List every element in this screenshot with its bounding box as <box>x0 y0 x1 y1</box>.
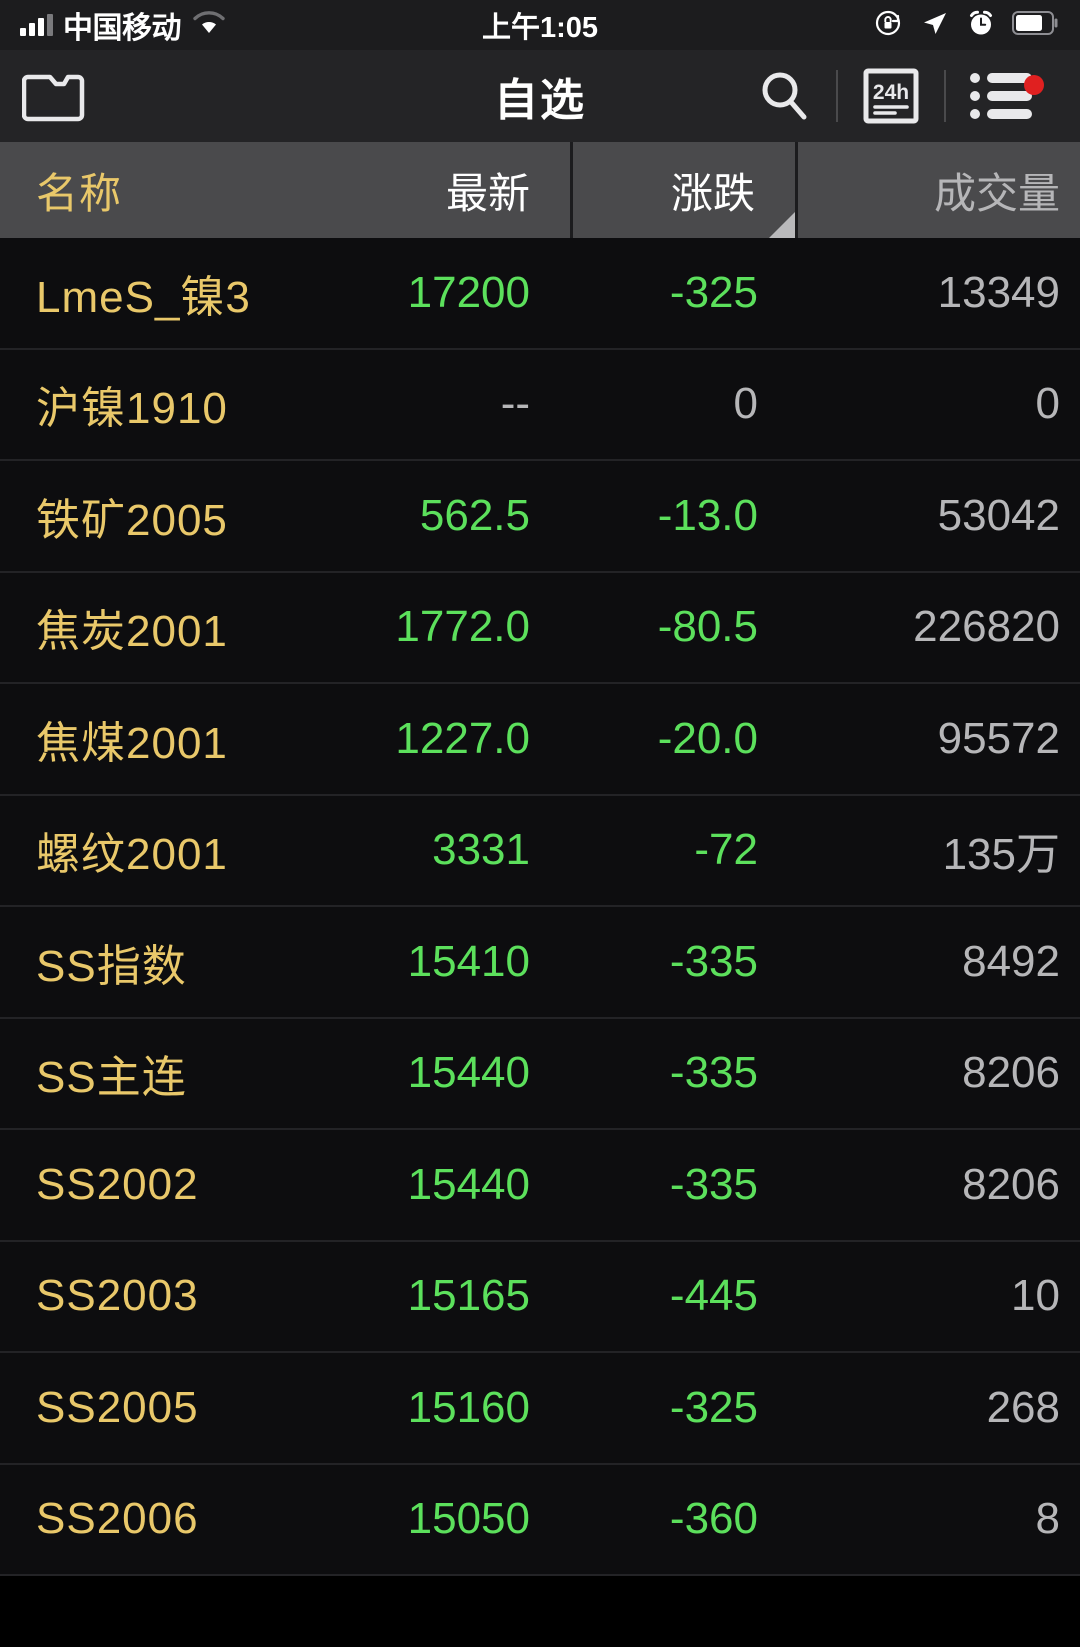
cell-name: 沪镍1910 <box>36 384 228 434</box>
cell-last: 562.5 <box>419 490 530 540</box>
cell-last: 15440 <box>407 1159 530 1209</box>
cell-name: SS指数 <box>36 941 187 991</box>
cell-change: -72 <box>694 825 758 875</box>
cell-volume: 268 <box>986 1382 1060 1432</box>
cell-volume: 0 <box>1035 379 1060 429</box>
cell-volume: 8206 <box>962 1159 1060 1209</box>
cell-name: SS2002 <box>36 1159 199 1209</box>
cell-volume: 95572 <box>937 713 1060 763</box>
signal-bars-icon <box>20 14 53 36</box>
notification-badge <box>1024 75 1044 95</box>
cell-change: -325 <box>669 1382 758 1432</box>
status-bar-left: 中国移动 <box>20 3 227 47</box>
news-24h-icon[interactable]: 24h <box>838 66 944 126</box>
column-header-change-label: 涨跌 <box>670 169 755 217</box>
table-row[interactable]: 铁矿2005 562.5 -13.0 53042 <box>0 461 1080 573</box>
cell-last: 1772.0 <box>395 602 530 652</box>
cell-change: -335 <box>669 1159 758 1209</box>
table-row[interactable]: SS2005 15160 -325 268 <box>0 1353 1080 1465</box>
cell-name: SS2003 <box>36 1271 199 1321</box>
cell-last: 15050 <box>407 1494 530 1544</box>
table-row[interactable]: SS2002 15440 -335 8206 <box>0 1130 1080 1242</box>
nav-divider-1 <box>836 70 838 122</box>
table-row[interactable]: 螺纹2001 3331 -72 135万 <box>0 795 1080 907</box>
column-header-volume[interactable]: 成交量 <box>798 142 1080 238</box>
cell-name: SS2005 <box>36 1382 199 1432</box>
column-header-last[interactable]: 最新 <box>300 142 570 238</box>
status-bar: 中国移动 上午1:05 <box>0 0 1080 50</box>
cell-change: 0 <box>733 379 758 429</box>
column-header-change[interactable]: 涨跌 <box>570 142 798 238</box>
cell-change: -335 <box>669 936 758 986</box>
svg-text:24h: 24h <box>873 81 909 104</box>
cell-name: 焦煤2001 <box>36 718 228 768</box>
cell-volume: 53042 <box>937 490 1060 540</box>
cell-volume: 135万 <box>942 830 1060 880</box>
nav-bar: 自选 24h <box>0 50 1080 142</box>
cell-name: LmeS_镍3 <box>36 272 251 322</box>
nav-divider-2 <box>944 70 946 122</box>
list-menu-icon[interactable] <box>946 69 1058 123</box>
cell-name: 铁矿2005 <box>36 495 228 545</box>
cell-name: 焦炭2001 <box>36 607 228 657</box>
table-row[interactable]: SS2003 15165 -445 10 <box>0 1241 1080 1353</box>
alarm-clock-icon <box>966 8 996 43</box>
table-row[interactable]: 沪镍1910 -- 0 0 <box>0 349 1080 461</box>
cell-volume: 8 <box>1035 1494 1060 1544</box>
table-row[interactable]: 焦煤2001 1227.0 -20.0 95572 <box>0 684 1080 796</box>
cell-volume: 8206 <box>962 1048 1060 1098</box>
cell-change: -325 <box>669 267 758 317</box>
column-header-name-label: 名称 <box>36 169 123 217</box>
cell-change: -445 <box>669 1271 758 1321</box>
cell-name: SS2006 <box>36 1494 199 1544</box>
table-row[interactable]: SS主连 15440 -335 8206 <box>0 1018 1080 1130</box>
folder-icon[interactable] <box>22 63 98 129</box>
battery-icon <box>1012 10 1060 41</box>
rotation-lock-icon <box>874 8 904 43</box>
cell-change: -13.0 <box>657 490 758 540</box>
status-bar-right <box>874 8 1060 43</box>
search-icon[interactable] <box>732 67 836 125</box>
cell-volume: 226820 <box>913 602 1060 652</box>
cell-last: 17200 <box>407 267 530 317</box>
cell-change: -80.5 <box>657 602 758 652</box>
column-header-volume-label: 成交量 <box>933 169 1060 217</box>
table-row[interactable]: SS2006 15050 -360 8 <box>0 1464 1080 1576</box>
cell-name: SS主连 <box>36 1053 187 1103</box>
table-header: 名称 最新 涨跌 成交量 <box>0 142 1080 238</box>
cell-volume: 10 <box>1011 1271 1060 1321</box>
nav-actions: 24h <box>732 66 1058 126</box>
cell-volume: 8492 <box>962 936 1060 986</box>
cell-last: 15165 <box>407 1271 530 1321</box>
cell-volume: 13349 <box>937 267 1060 317</box>
cell-name: 螺纹2001 <box>36 830 228 880</box>
cell-last: 3331 <box>432 825 530 875</box>
cell-last: 15160 <box>407 1382 530 1432</box>
cell-last: 15410 <box>407 936 530 986</box>
table-row[interactable]: SS指数 15410 -335 8492 <box>0 907 1080 1019</box>
cell-change: -360 <box>669 1494 758 1544</box>
cell-last: 15440 <box>407 1048 530 1098</box>
table-row[interactable]: 焦炭2001 1772.0 -80.5 226820 <box>0 572 1080 684</box>
table-row[interactable]: LmeS_镍3 17200 -325 13349 <box>0 238 1080 350</box>
column-header-last-label: 最新 <box>445 169 530 217</box>
carrier-label: 中国移动 <box>63 12 182 45</box>
cell-change: -335 <box>669 1048 758 1098</box>
cell-last: -- <box>500 379 530 429</box>
cell-last: 1227.0 <box>395 713 530 763</box>
column-header-name[interactable]: 名称 <box>0 142 300 238</box>
cell-change: -20.0 <box>657 713 758 763</box>
sort-indicator-icon <box>769 212 795 238</box>
location-arrow-icon <box>920 8 950 43</box>
wifi-icon <box>191 9 227 42</box>
quote-list[interactable]: LmeS_镍3 17200 -325 13349 沪镍1910 -- 0 0 铁矿2005 562… <box>0 238 1080 1576</box>
